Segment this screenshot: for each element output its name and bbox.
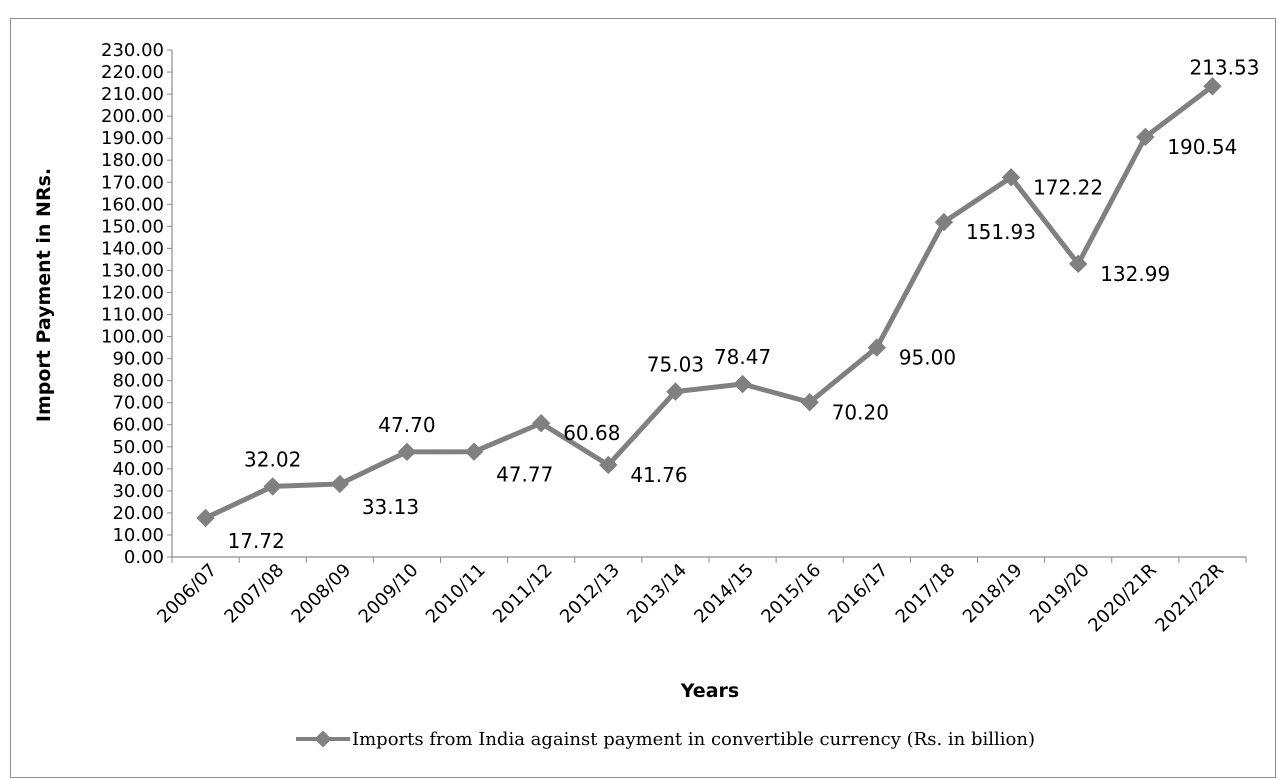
- x-tick-label: 2014/15: [690, 560, 758, 628]
- y-tick-label: 140.00: [101, 238, 164, 259]
- y-axis-title: Import Payment in NRs.: [33, 168, 55, 422]
- legend-label: Imports from India against payment in co…: [352, 729, 1035, 750]
- data-point-marker: [531, 414, 551, 433]
- data-label: 78.47: [714, 345, 771, 369]
- x-tick-label: 2012/13: [556, 560, 624, 628]
- data-label: 75.03: [647, 353, 704, 377]
- y-tick-label: 40.00: [112, 459, 164, 480]
- data-label: 33.13: [362, 495, 419, 519]
- y-tick-label: 190.00: [101, 128, 164, 149]
- x-tick-label: 2021/22R: [1151, 560, 1228, 637]
- x-axis-title: Years: [680, 680, 739, 702]
- x-tick-label: 2008/09: [288, 560, 356, 628]
- data-point-marker: [1203, 77, 1222, 96]
- data-point-marker: [263, 477, 282, 496]
- x-tick-label: 2019/20: [1026, 560, 1094, 628]
- y-tick-label: 200.00: [101, 106, 164, 127]
- data-label: 132.99: [1100, 262, 1170, 286]
- x-tick-label: 2013/14: [623, 560, 691, 628]
- series-line: [203, 83, 1215, 521]
- chart-frame: [10, 18, 1276, 778]
- y-tick-label: 0.00: [124, 547, 164, 568]
- x-tick-label: 2007/08: [220, 560, 288, 628]
- x-tick-label: 2018/19: [959, 560, 1027, 628]
- data-label: 17.72: [228, 529, 285, 553]
- y-tick-label: 80.00: [112, 371, 164, 392]
- y-tick-label: 110.00: [101, 305, 164, 326]
- data-label: 70.20: [832, 400, 889, 424]
- y-tick-label: 230.00: [101, 40, 164, 61]
- y-axis-ticks: 0.0010.0020.0030.0040.0050.0060.0070.008…: [101, 40, 172, 568]
- y-tick-label: 30.00: [112, 481, 164, 502]
- data-point-marker: [330, 474, 350, 494]
- data-labels: 17.72 32.02 33.13 47.70 47.77 60.68 41.76 75.03…: [228, 55, 1260, 553]
- x-tick-label: 2006/07: [153, 560, 221, 628]
- y-tick-label: 220.00: [101, 62, 164, 83]
- y-tick-label: 180.00: [101, 150, 164, 171]
- data-point-marker: [666, 382, 685, 401]
- x-tick-label: 2017/18: [892, 560, 960, 628]
- x-tick-label: 2020/21R: [1084, 560, 1161, 637]
- data-point-marker: [800, 393, 819, 412]
- data-point-marker: [733, 374, 752, 394]
- data-label: 32.02: [244, 447, 301, 471]
- data-label: 172.22: [1033, 175, 1103, 199]
- data-point-marker: [1001, 168, 1021, 187]
- series-group: [196, 77, 1222, 528]
- data-point-marker: [464, 442, 484, 461]
- x-tick-label: 2010/11: [422, 560, 490, 628]
- y-tick-label: 70.00: [112, 393, 164, 414]
- y-tick-label: 120.00: [101, 282, 164, 303]
- legend: Imports from India against payment in co…: [296, 729, 1035, 750]
- x-axis-ticks: 2006/07 2007/08 2008/09 2009/10 2010/11 2011/…: [153, 557, 1247, 637]
- x-tick-label: 2015/16: [757, 560, 825, 628]
- data-point-marker: [1136, 127, 1155, 147]
- data-label: 95.00: [899, 346, 956, 370]
- x-tick-label: 2009/10: [355, 560, 423, 628]
- y-tick-label: 90.00: [112, 349, 164, 370]
- y-tick-label: 10.00: [112, 525, 164, 546]
- data-point-marker: [196, 508, 215, 528]
- data-label: 60.68: [563, 421, 620, 445]
- y-tick-label: 130.00: [101, 260, 164, 281]
- legend-marker: [314, 730, 332, 748]
- data-label: 41.76: [630, 463, 687, 487]
- y-tick-label: 50.00: [112, 437, 164, 458]
- data-label: 151.93: [966, 220, 1036, 244]
- data-point-marker: [397, 442, 417, 462]
- y-tick-label: 160.00: [101, 194, 164, 215]
- y-tick-label: 170.00: [101, 172, 164, 193]
- y-tick-label: 100.00: [101, 327, 164, 348]
- data-label: 47.70: [378, 413, 435, 437]
- y-tick-label: 60.00: [112, 415, 164, 436]
- y-tick-label: 210.00: [101, 84, 164, 105]
- x-tick-label: 2016/17: [825, 560, 893, 628]
- x-tick-label: 2011/12: [489, 560, 557, 628]
- y-tick-label: 20.00: [112, 503, 164, 524]
- y-tick-label: 150.00: [101, 216, 164, 237]
- data-point-marker: [599, 455, 618, 475]
- data-label: 190.54: [1167, 135, 1237, 159]
- data-point-marker: [934, 212, 954, 232]
- data-label: 47.77: [496, 463, 553, 487]
- data-label: 213.53: [1189, 55, 1259, 79]
- data-point-marker: [1068, 254, 1088, 274]
- data-point-marker: [867, 338, 887, 357]
